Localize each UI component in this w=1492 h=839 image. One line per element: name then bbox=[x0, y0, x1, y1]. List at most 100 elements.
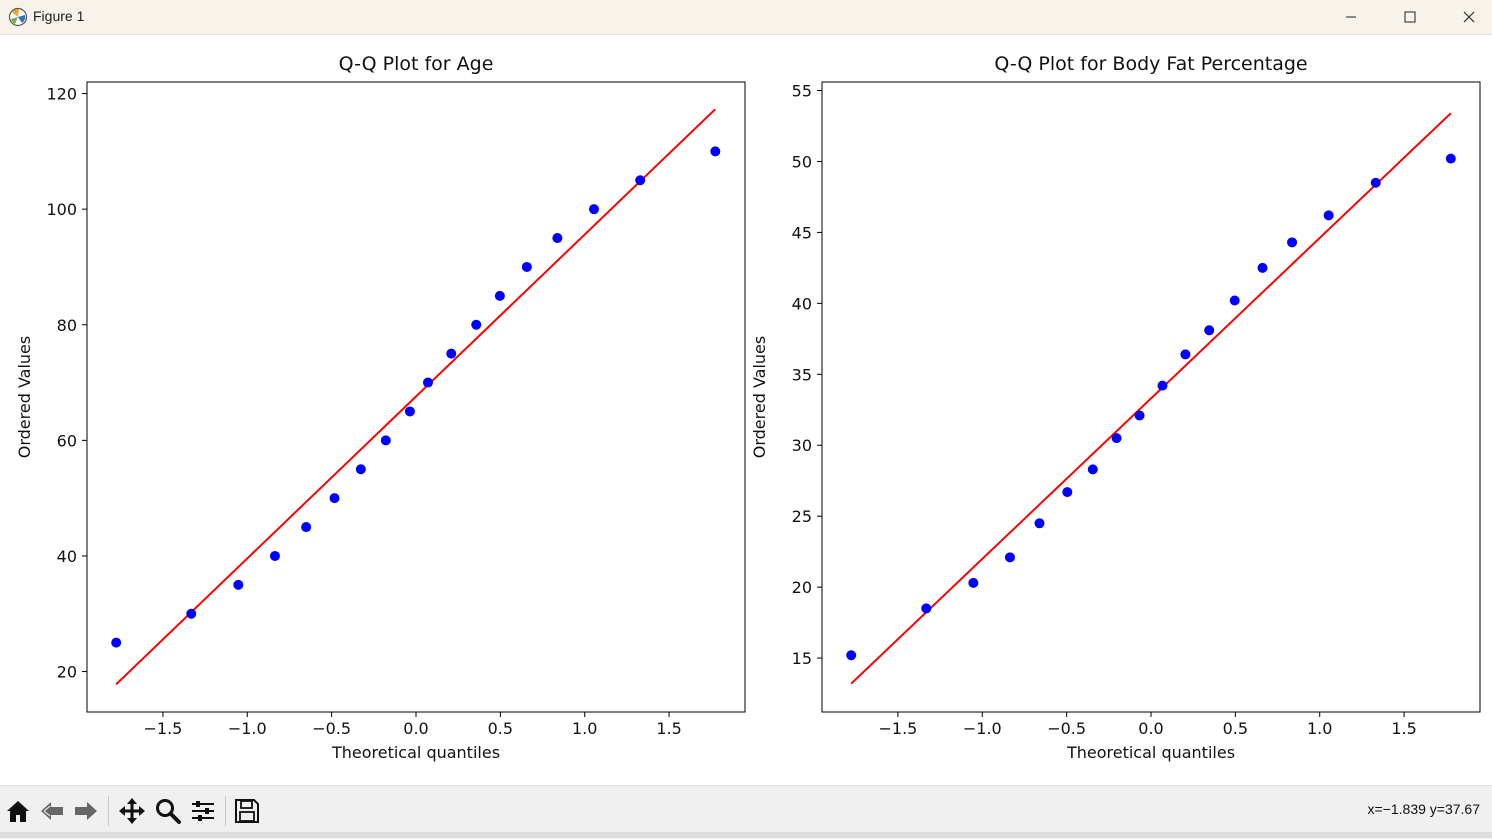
chart1-title: Q-Q Plot for Age bbox=[339, 53, 494, 75]
chart2-y-tick-label: 20 bbox=[792, 578, 812, 597]
chart2-data-point bbox=[1445, 153, 1456, 164]
chart2-x-tick-label: −0.5 bbox=[1047, 719, 1086, 738]
chart2-data-point bbox=[968, 577, 979, 588]
chart2-x-tick-label: 1.0 bbox=[1307, 719, 1332, 738]
chart2-data-point bbox=[1287, 237, 1298, 248]
chart2-data-point bbox=[1323, 210, 1334, 221]
chart2-y-tick-label: 35 bbox=[792, 365, 812, 384]
chart2-data-point bbox=[1157, 380, 1168, 391]
chart2-data-point bbox=[1370, 177, 1381, 188]
chart1-data-point bbox=[552, 233, 563, 244]
window-title-bar: Figure 1 bbox=[0, 0, 1492, 35]
back-button[interactable] bbox=[36, 794, 68, 828]
chart2-title: Q-Q Plot for Body Fat Percentage bbox=[994, 53, 1307, 75]
chart1-y-tick-label: 40 bbox=[57, 547, 77, 566]
chart2-data-point bbox=[1004, 552, 1015, 563]
configure-subplots-button[interactable] bbox=[187, 794, 219, 828]
chart2-data-point bbox=[921, 603, 932, 614]
chart1-data-point bbox=[404, 406, 415, 417]
home-icon bbox=[7, 801, 29, 822]
chart2-data-point bbox=[1229, 295, 1240, 306]
chart2-y-tick-label: 50 bbox=[792, 152, 812, 171]
chart2-y-tick-label: 30 bbox=[792, 436, 812, 455]
chart2-fit-line bbox=[850, 112, 1452, 685]
navigation-toolbar: x=−1.839 y=37.67 bbox=[0, 785, 1492, 839]
chart2-y-tick-label: 15 bbox=[792, 649, 812, 668]
chart1-x-tick-label: 0.5 bbox=[488, 719, 513, 738]
chart1-x-tick-label: −1.5 bbox=[143, 719, 182, 738]
chart1-data-point bbox=[329, 493, 340, 504]
chart1-data-point bbox=[471, 319, 482, 330]
maximize-icon bbox=[1404, 11, 1416, 23]
window-title: Figure 1 bbox=[33, 8, 85, 24]
toolbar-separator bbox=[225, 796, 226, 826]
pan-icon bbox=[119, 798, 145, 824]
chart1-x-tick-label: 1.0 bbox=[572, 719, 597, 738]
chart1-data-point bbox=[494, 290, 505, 301]
forward-icon bbox=[75, 802, 97, 820]
chart2-y-tick-label: 40 bbox=[792, 294, 812, 313]
chart2-data-point bbox=[846, 650, 857, 661]
chart1-data-point bbox=[588, 204, 599, 215]
chart2-x-axis-label: Theoretical quantiles bbox=[1066, 743, 1235, 762]
save-icon bbox=[235, 799, 259, 823]
chart2-y-tick-label: 55 bbox=[792, 82, 812, 101]
chart2-x-tick-label: 0.0 bbox=[1138, 719, 1163, 738]
home-button[interactable] bbox=[2, 794, 34, 828]
chart2-x-tick-label: 0.5 bbox=[1223, 719, 1248, 738]
window-bottom-edge bbox=[0, 832, 1492, 838]
chart1-data-point bbox=[269, 550, 280, 561]
chart1-x-tick-label: −0.5 bbox=[312, 719, 351, 738]
chart2-data-point bbox=[1257, 262, 1268, 273]
chart1-y-tick-label: 80 bbox=[57, 316, 77, 335]
minimize-icon bbox=[1346, 16, 1356, 18]
chart1-data-point bbox=[521, 261, 532, 272]
toolbar-separator bbox=[108, 796, 109, 826]
figure-canvas[interactable]: −1.5 −1.0 −0.5 0.0 0.5 1.0 1.5 20 40 60 80 100 120 Q-… bbox=[0, 35, 1492, 785]
chart2-x-tick-label: −1.0 bbox=[963, 719, 1002, 738]
minimize-button[interactable] bbox=[1322, 0, 1380, 34]
chart1-y-tick-label: 100 bbox=[46, 200, 77, 219]
chart1-data-point bbox=[355, 464, 366, 475]
chart2-data-point bbox=[1087, 464, 1098, 475]
close-button[interactable] bbox=[1440, 0, 1492, 34]
chart2-data-point bbox=[1204, 325, 1215, 336]
cursor-coordinates: x=−1.839 y=37.67 bbox=[1367, 801, 1481, 817]
chart1-data-point bbox=[422, 377, 433, 388]
configure-subplots-icon bbox=[192, 801, 214, 821]
chart1-fit-line bbox=[115, 108, 716, 685]
chart2-y-axis-label: Ordered Values bbox=[750, 336, 769, 458]
chart1-data-point bbox=[186, 608, 197, 619]
chart1-x-tick-label: −1.0 bbox=[228, 719, 267, 738]
chart2-y-tick-label: 45 bbox=[792, 223, 812, 242]
matplotlib-icon bbox=[8, 7, 28, 27]
chart1-y-tick-label: 120 bbox=[46, 85, 77, 104]
chart2-x-tick-label: −1.5 bbox=[878, 719, 917, 738]
chart1-data-point bbox=[111, 637, 122, 648]
zoom-button[interactable] bbox=[152, 794, 184, 828]
maximize-button[interactable] bbox=[1381, 0, 1439, 34]
chart2-x-tick-label: 1.5 bbox=[1391, 719, 1416, 738]
chart2-data-point bbox=[1180, 349, 1191, 360]
back-icon bbox=[41, 802, 63, 820]
chart1-data-point bbox=[301, 522, 312, 533]
chart1-y-axis-label: Ordered Values bbox=[15, 336, 34, 458]
chart1-data-point bbox=[380, 435, 391, 446]
chart1-x-tick-label: 0.0 bbox=[403, 719, 428, 738]
save-button[interactable] bbox=[231, 794, 263, 828]
chart1-y-tick-label: 20 bbox=[57, 663, 77, 682]
chart2-data-point bbox=[1062, 487, 1073, 498]
chart1-x-tick-label: 1.5 bbox=[656, 719, 681, 738]
close-icon bbox=[1463, 11, 1475, 23]
pan-button[interactable] bbox=[116, 794, 148, 828]
chart2-y-tick-label: 25 bbox=[792, 507, 812, 526]
chart2-data-point bbox=[1111, 433, 1122, 444]
chart1-x-axis-label: Theoretical quantiles bbox=[331, 743, 500, 762]
chart2-data-point bbox=[1134, 410, 1145, 421]
chart1-data-point bbox=[233, 579, 244, 590]
chart1-data-point bbox=[635, 175, 646, 186]
chart1-y-tick-label: 60 bbox=[57, 431, 77, 450]
chart1-data-point bbox=[446, 348, 457, 359]
figure-svg: −1.5 −1.0 −0.5 0.0 0.5 1.0 1.5 20 40 60 80 100 120 Q-… bbox=[15, 53, 1481, 762]
forward-button[interactable] bbox=[70, 794, 102, 828]
